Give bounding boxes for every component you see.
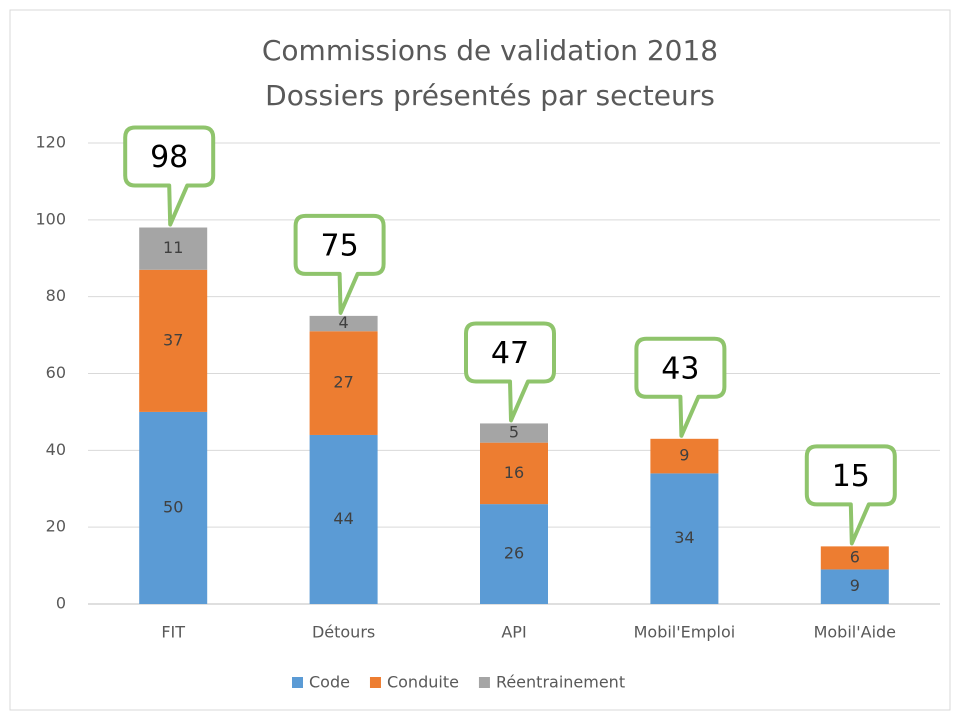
bar-segment — [139, 269, 208, 412]
x-tick-label: FIT — [161, 623, 185, 642]
data-label: 50 — [163, 497, 183, 516]
y-tick-label: 120 — [35, 133, 66, 152]
callout — [293, 213, 386, 315]
callout — [123, 125, 216, 227]
y-tick-label: 20 — [46, 517, 66, 536]
data-label: 5 — [509, 423, 519, 442]
legend-label: Conduite — [387, 673, 459, 692]
bar-segment — [309, 315, 378, 332]
bar-segment — [480, 504, 548, 604]
x-tick-label: Mobil'Emploi — [634, 623, 736, 642]
y-tick-label: 60 — [46, 363, 66, 382]
callout-label: 75 — [321, 228, 359, 263]
callout-label: 47 — [491, 336, 529, 371]
chart-subtitle: Dossiers présentés par secteurs — [265, 79, 715, 112]
data-label: 11 — [163, 238, 183, 257]
x-tick-label: Détours — [312, 623, 375, 642]
callout-label: 43 — [661, 351, 699, 386]
data-label: 9 — [850, 576, 860, 595]
x-tick-label: API — [501, 623, 526, 642]
bar-segment — [650, 473, 719, 604]
bar-segment — [650, 438, 719, 474]
data-label: 44 — [333, 509, 353, 528]
bar-segment — [139, 227, 208, 270]
legend-label: Code — [309, 673, 350, 692]
data-label: 27 — [333, 373, 353, 392]
data-label: 26 — [504, 544, 524, 563]
x-tick-label: Mobil'Aide — [814, 623, 896, 642]
data-label: 37 — [163, 330, 183, 349]
callout — [464, 321, 556, 423]
bar-segment — [139, 411, 208, 604]
legend-label: Réentrainement — [496, 673, 625, 692]
data-label: 4 — [339, 313, 349, 332]
y-tick-label: 0 — [56, 594, 66, 613]
bar-segment — [309, 331, 378, 435]
y-tick-label: 80 — [46, 286, 66, 305]
bar-segment — [309, 434, 378, 604]
bar-segment — [820, 569, 889, 604]
y-tick-label: 100 — [35, 209, 66, 228]
data-label: 6 — [850, 547, 860, 566]
chart-title: Commissions de validation 2018 — [262, 34, 718, 67]
bar-segment — [480, 442, 548, 505]
callout — [804, 444, 897, 546]
data-label: 16 — [504, 463, 524, 482]
callout-label: 15 — [832, 459, 870, 494]
legend-swatch — [369, 677, 381, 688]
bar-segment — [480, 423, 548, 443]
legend-swatch — [478, 677, 490, 688]
data-label: 34 — [674, 528, 694, 547]
y-tick-label: 40 — [46, 440, 66, 459]
legend-swatch — [292, 677, 303, 688]
callout — [634, 336, 727, 438]
data-label: 9 — [679, 446, 689, 465]
bar-segment — [820, 546, 889, 570]
callout-label: 98 — [150, 140, 188, 175]
